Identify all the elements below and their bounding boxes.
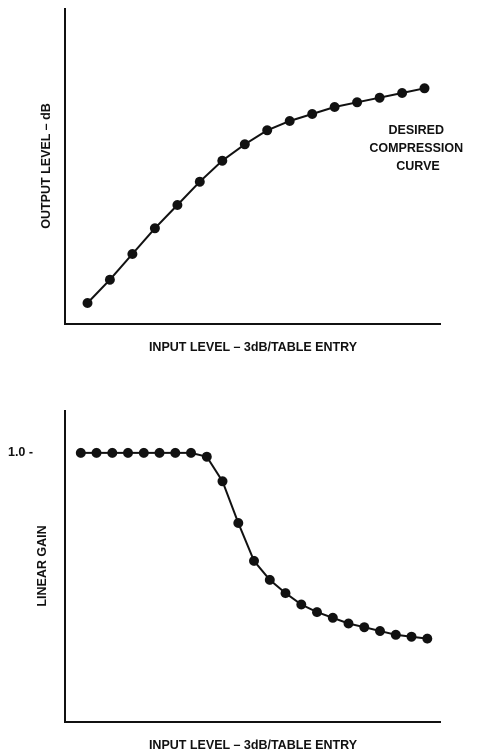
chart1-point-14 [374, 92, 385, 103]
chart1-point-12 [329, 102, 340, 112]
chart1-ylabel: OUTPUT LEVEL – dB [39, 103, 53, 228]
chart2-axes [64, 410, 441, 723]
chart1-point-11 [307, 109, 318, 119]
chart1-point-3 [127, 249, 138, 259]
chart2-point-20 [375, 626, 385, 636]
chart2-point-14 [280, 588, 291, 599]
chart2-point-18 [343, 618, 354, 629]
chart1-point-13 [352, 97, 363, 108]
annotation-line-1: DESIRED [388, 123, 444, 137]
chart2-point-22 [406, 631, 417, 642]
chart2-point-19 [359, 622, 370, 633]
chart2-point-15 [296, 599, 307, 610]
chart2-point-2 [91, 447, 102, 458]
chart2-point-3 [107, 447, 118, 458]
chart2-point-6 [154, 447, 165, 458]
chart1-axes [64, 8, 441, 325]
annotation-line-3: CURVE [396, 159, 440, 173]
chart2-point-9 [201, 451, 212, 462]
chart1-point-10 [284, 116, 295, 126]
chart2-point-10 [217, 476, 228, 487]
chart2-point-12 [249, 555, 259, 566]
chart2-point-21 [390, 629, 401, 640]
linear-gain-chart: 1.0 - LINEAR GAIN INPUT LEVEL – 3dB/TABL… [8, 410, 441, 752]
chart1-points [82, 83, 430, 308]
chart1-point-2 [104, 274, 115, 285]
chart1-point-9 [262, 125, 273, 136]
chart1-point-1 [82, 298, 93, 308]
chart2-point-23 [422, 633, 433, 644]
chart2-point-13 [264, 574, 275, 585]
chart2-series-line [80, 451, 428, 640]
chart2-point-4 [123, 447, 133, 458]
chart2-point-11 [233, 518, 244, 528]
chart1-point-8 [239, 139, 250, 150]
chart2-xlabel: INPUT LEVEL – 3dB/TABLE ENTRY [149, 738, 358, 752]
chart2-ylabel: LINEAR GAIN [35, 525, 49, 606]
chart1-xlabel: INPUT LEVEL – 3dB/TABLE ENTRY [149, 340, 358, 354]
chart1-series-line [86, 87, 425, 304]
chart1-point-16 [419, 83, 430, 94]
chart2-point-16 [312, 607, 322, 618]
annotation-line-2: COMPRESSION [369, 141, 463, 155]
chart2-point-1 [75, 447, 86, 458]
chart1-point-4 [149, 223, 160, 234]
chart1-point-6 [194, 176, 205, 187]
chart1-point-15 [397, 88, 408, 98]
chart2-point-5 [138, 447, 149, 458]
chart1-annotation: DESIRED COMPRESSION CURVE [369, 123, 466, 173]
chart2-point-17 [327, 612, 338, 623]
output-level-chart: OUTPUT LEVEL – dB INPUT LEVEL – 3dB/TABL… [39, 8, 466, 354]
chart2-point-7 [170, 447, 181, 458]
chart1-point-7 [217, 155, 228, 166]
chart2-ytick-1: 1.0 - [8, 445, 33, 459]
chart1-point-5 [172, 200, 183, 210]
chart2-points [75, 447, 433, 644]
chart2-point-8 [186, 447, 196, 458]
